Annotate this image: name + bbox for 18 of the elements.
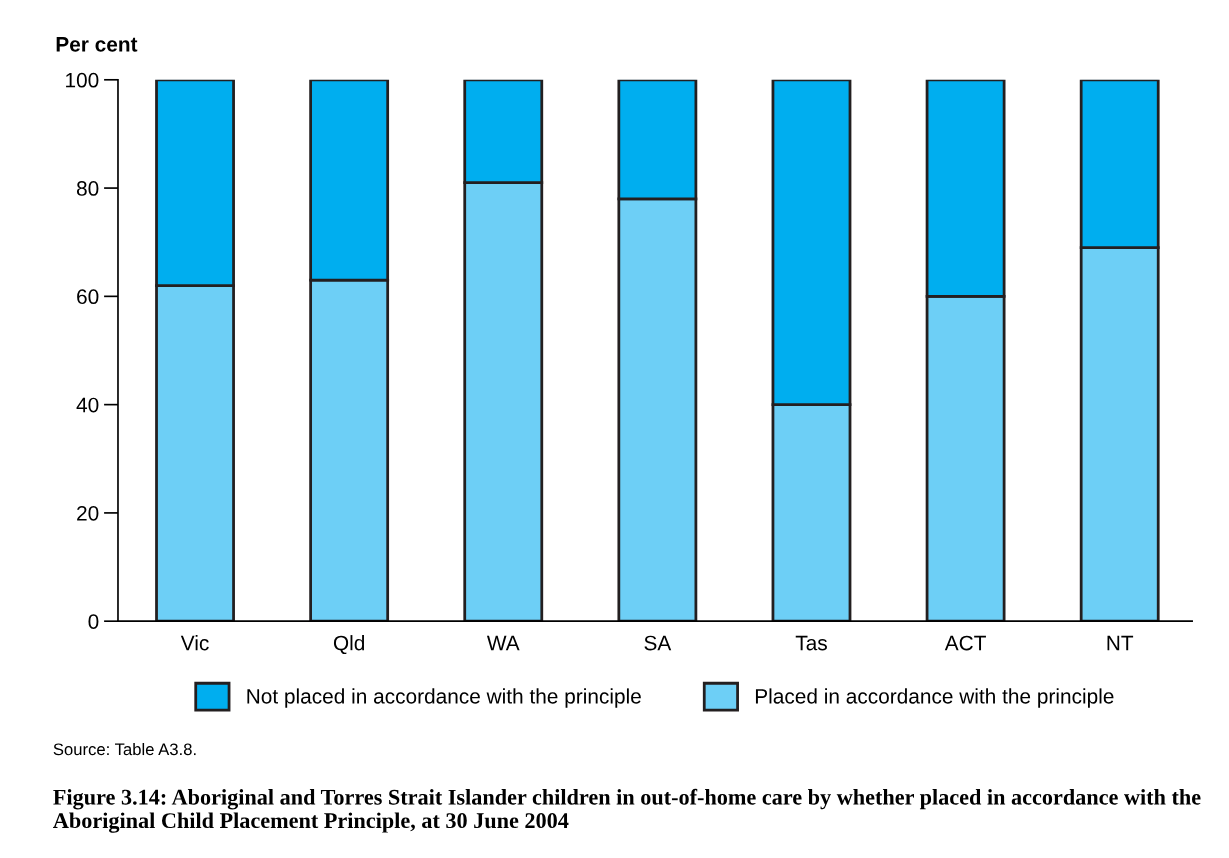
- text: Figure 3.14: Aboriginal and Torres Strait Islander children in out-of-home care by whether placed in accordance with the Aboriginal Child Placement Principle, at 30 June 2004: [53, 788, 1201, 833]
- x-tick-label: SA: [644, 635, 672, 651]
- y-tick-label: 20: [77, 505, 99, 521]
- legend-label: Placed in accordance with the principle: [755, 688, 1114, 708]
- x-tick-label: WA: [486, 635, 520, 651]
- x-tick-label: Qld: [333, 635, 365, 655]
- legend-label: Not placed in accordance with the principle: [247, 688, 641, 708]
- y-axis-title: Per cent: [56, 37, 138, 52]
- y-tick-label: 80: [76, 181, 99, 196]
- y-tick-label: 100: [66, 72, 99, 88]
- x-tick-label: Tas: [795, 635, 827, 651]
- source-note: Source: Table A3.8.: [53, 742, 196, 756]
- x-tick-label: Vic: [180, 635, 209, 651]
- x-tick-label: NT: [1107, 635, 1134, 651]
- y-tick-label: 0: [88, 614, 99, 629]
- y-tick-label: 60: [77, 289, 99, 305]
- x-tick-label: ACT: [944, 635, 986, 651]
- y-tick-label: 40: [76, 397, 99, 413]
